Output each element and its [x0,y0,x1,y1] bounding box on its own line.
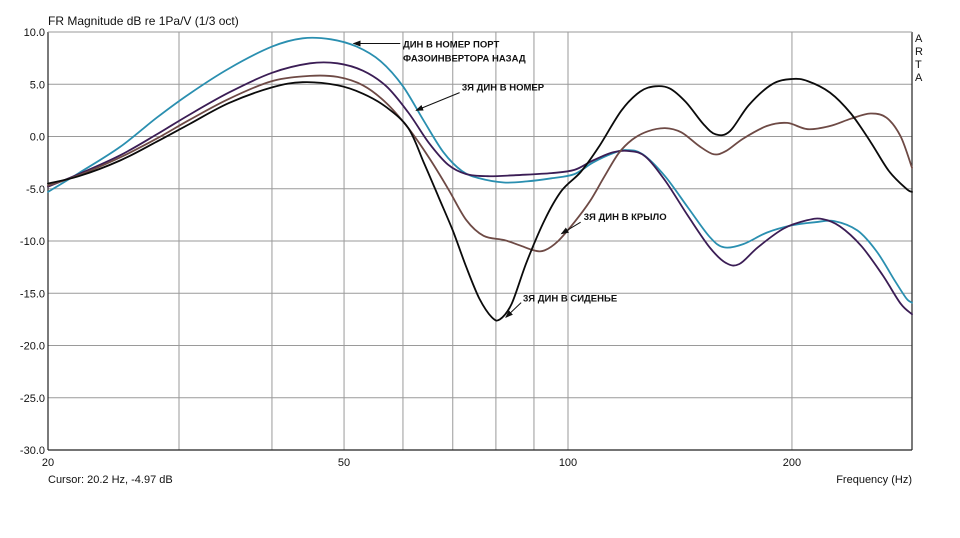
annotation-arrow [505,302,522,318]
y-tick-label: -20.0 [20,341,45,353]
brand-letter: R [915,46,923,58]
grid-layer [47,31,913,451]
annotation-layer: ДИН В НОМЕР ПОРТ ФАЗОИНВЕРТОРА НАЗАД 3Я ДИ… [352,40,667,318]
x-axis-tick-labels: 20 50 100 200 [42,457,801,469]
y-tick-label: -25.0 [20,393,45,405]
chart-title: FR Magnitude dB re 1Pa/V (1/3 oct) [48,14,239,28]
x-tick-label: 20 [42,457,54,469]
y-tick-label: 0.0 [30,132,45,144]
series-line [47,61,913,316]
y-axis-tick-labels: 10.0 5.0 0.0 -5.0 -10.0 -15.0 -20.0 -25.0 -30.0 [20,27,45,457]
y-tick-label: -30.0 [20,445,45,457]
annotation-line: ФАЗОИНВЕРТОРА НАЗАД [403,54,526,65]
annotation-label: ДИН В НОМЕР ПОРТ ФАЗОИНВЕРТОРА НАЗАД [403,40,526,65]
annotation: ДИН В НОМЕР ПОРТ ФАЗОИНВЕРТОРА НАЗАД [352,40,526,65]
annotation-line: 3Я ДИН В КРЫЛО [584,212,667,223]
annotation-line: 3Я ДИН В СИДЕНЬЕ [523,294,617,305]
annotation-arrow [415,92,460,111]
brand-letter: A [915,72,923,84]
annotation: 3Я ДИН В КРЫЛО [560,212,667,235]
y-tick-label: -5.0 [26,184,45,196]
y-tick-label: -15.0 [20,288,45,300]
annotation-line: ДИН В НОМЕР ПОРТ [403,40,500,51]
annotation: 3Я ДИН В СИДЕНЬЕ [505,294,617,318]
annotation-label: 3Я ДИН В СИДЕНЬЕ [523,294,617,305]
y-tick-label: 10.0 [24,27,45,39]
annotation-arrow [560,221,581,235]
x-tick-label: 100 [559,457,577,469]
series-layer [47,36,913,322]
annotation-label: 3Я ДИН В КРЫЛО [584,212,667,223]
annotation: 3Я ДИН В НОМЕР [415,83,545,111]
brand-letter: A [915,33,923,45]
series-line [47,77,913,322]
cursor-readout: Cursor: 20.2 Hz, -4.97 dB [48,474,173,486]
annotation-line: 3Я ДИН В НОМЕР [462,83,545,94]
x-tick-label: 200 [783,457,801,469]
y-tick-label: 5.0 [30,79,45,91]
x-axis-label: Frequency (Hz) [836,474,912,486]
annotation-label: 3Я ДИН В НОМЕР [462,83,545,94]
brand-letter: T [915,59,922,71]
series-line [47,36,913,304]
x-tick-label: 50 [338,457,350,469]
y-tick-label: -10.0 [20,236,45,248]
